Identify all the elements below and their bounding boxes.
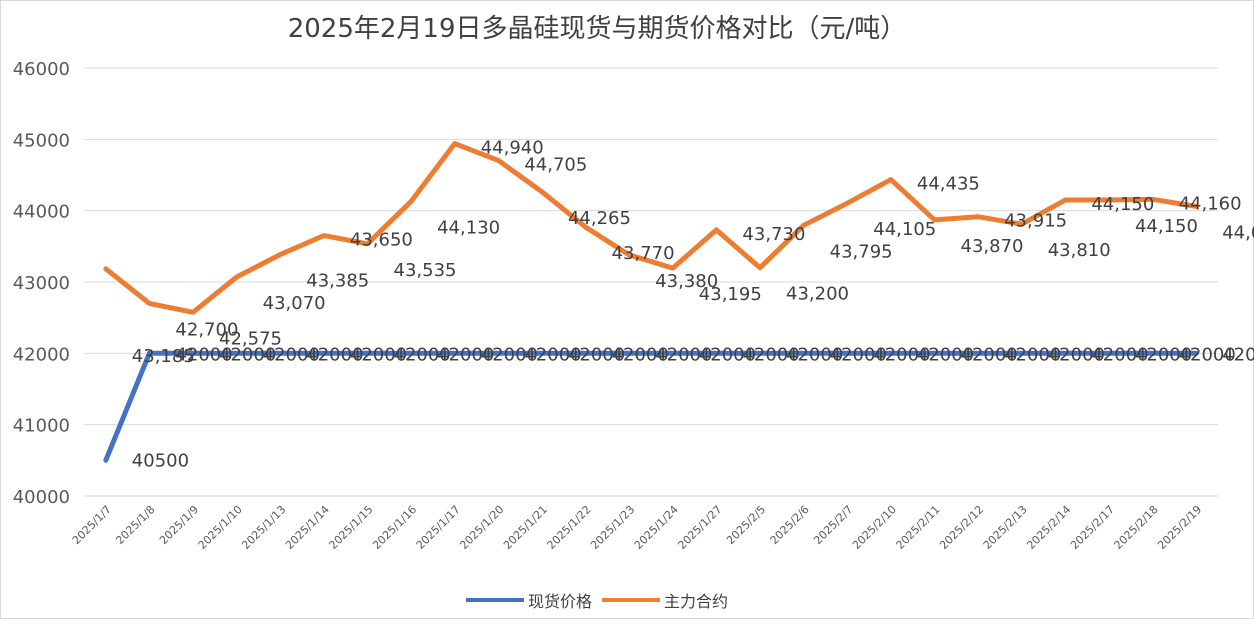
x-tick-label-18: 2025/2/10 <box>850 503 899 552</box>
x-tick-label-5: 2025/1/14 <box>283 503 332 552</box>
data-label-s0-14: 42000 <box>742 344 799 365</box>
data-label-s1-5: 43,650 <box>350 230 413 251</box>
data-label-s1-18: 44,435 <box>917 174 980 195</box>
data-label-s0-0: 40500 <box>132 450 189 471</box>
data-label-s1-25: 44,060 <box>1222 222 1254 243</box>
legend-swatch-futures <box>602 598 660 602</box>
data-label-s0-3: 42000 <box>263 344 320 365</box>
legend-item-spot: 现货价格 <box>465 588 592 612</box>
data-label-s0-1: 42000 <box>175 344 232 365</box>
data-label-s1-0: 43,185 <box>132 346 195 367</box>
series-line-0 <box>103 350 1199 463</box>
data-label-s1-7: 44,130 <box>437 217 500 238</box>
x-tick-label-11: 2025/1/22 <box>545 503 594 552</box>
x-tick-label-15: 2025/2/5 <box>724 503 768 547</box>
y-tick-label-2: 42000 <box>13 344 70 365</box>
data-label-s0-24: 42000 <box>1179 344 1236 365</box>
series-line-1 <box>103 141 1199 315</box>
y-tick-label-3: 43000 <box>13 273 70 294</box>
data-label-s1-13: 43,195 <box>699 284 762 305</box>
x-tick-label-19: 2025/2/11 <box>894 503 943 552</box>
y-tick-label-0: 40000 <box>13 487 70 508</box>
data-label-s0-7: 42000 <box>437 344 494 365</box>
data-label-s1-16: 43,795 <box>830 241 893 262</box>
x-tick-label-8: 2025/1/17 <box>414 503 463 552</box>
x-tick-label-24: 2025/2/18 <box>1112 503 1161 552</box>
data-label-s1-9: 44,705 <box>524 154 587 175</box>
x-tick-label-20: 2025/2/12 <box>937 503 986 552</box>
data-label-s1-10: 44,265 <box>568 208 631 229</box>
data-label-s0-11: 42000 <box>612 344 669 365</box>
legend-label-spot: 现货价格 <box>527 592 592 611</box>
data-label-s0-5: 42000 <box>350 344 407 365</box>
data-label-s0-13: 42000 <box>699 344 756 365</box>
legend-label-futures: 主力合约 <box>664 592 729 611</box>
data-label-s1-8: 44,940 <box>481 138 544 159</box>
data-label-s0-20: 42000 <box>1004 344 1061 365</box>
data-label-s0-12: 42000 <box>655 344 712 365</box>
data-label-s0-6: 42000 <box>394 344 451 365</box>
data-label-s0-10: 42000 <box>568 344 625 365</box>
chart-title: 2025年2月19日多晶硅现货与期货价格对比（元/吨） <box>287 14 907 44</box>
x-tick-label-25: 2025/2/19 <box>1155 503 1204 552</box>
data-label-s0-17: 42000 <box>873 344 930 365</box>
x-tick-label-10: 2025/1/21 <box>501 503 550 552</box>
x-tick-label-9: 2025/1/20 <box>457 503 506 552</box>
data-label-s0-23: 42000 <box>1135 344 1192 365</box>
data-label-s1-1: 42,700 <box>175 319 238 340</box>
y-tick-label-6: 46000 <box>13 59 70 80</box>
data-label-s1-17: 44,105 <box>873 219 936 240</box>
data-label-s0-19: 42000 <box>961 344 1018 365</box>
x-tick-label-3: 2025/1/10 <box>196 503 245 552</box>
data-label-s1-14: 43,730 <box>742 224 805 245</box>
x-tick-label-4: 2025/1/13 <box>239 503 288 552</box>
data-label-s0-4: 42000 <box>306 344 363 365</box>
data-label-s1-3: 43,070 <box>263 293 326 314</box>
x-tick-label-1: 2025/1/8 <box>113 503 157 547</box>
data-label-s1-24: 44,160 <box>1179 193 1242 214</box>
x-tick-label-2: 2025/1/9 <box>157 503 201 547</box>
data-label-s0-8: 42000 <box>481 344 538 365</box>
data-label-s0-15: 42000 <box>786 344 843 365</box>
data-label-s1-2: 42,575 <box>219 328 282 349</box>
data-label-s1-20: 43,915 <box>1004 211 1067 232</box>
x-tick-label-6: 2025/1/15 <box>327 503 376 552</box>
data-label-s1-19: 43,870 <box>961 236 1024 257</box>
x-tick-label-22: 2025/2/14 <box>1024 503 1073 552</box>
data-label-s1-22: 44,150 <box>1091 194 1154 215</box>
data-label-s1-11: 43,770 <box>612 243 675 264</box>
x-tick-label-21: 2025/2/13 <box>981 503 1030 552</box>
data-label-s0-18: 42000 <box>917 344 974 365</box>
legend: 现货价格 主力合约 <box>0 588 1194 612</box>
x-tick-label-12: 2025/1/23 <box>588 503 637 552</box>
data-label-s0-25: 42000 <box>1222 344 1254 365</box>
data-label-s1-23: 44,150 <box>1135 216 1198 237</box>
x-tick-label-7: 2025/1/16 <box>370 503 419 552</box>
data-label-s0-22: 42000 <box>1091 344 1148 365</box>
data-label-s1-6: 43,535 <box>394 260 457 281</box>
data-label-s0-2: 42000 <box>219 344 276 365</box>
data-label-s1-4: 43,385 <box>306 271 369 292</box>
legend-swatch-spot <box>465 598 524 602</box>
data-label-s0-21: 42000 <box>1048 344 1105 365</box>
x-tick-label-13: 2025/1/24 <box>632 503 681 552</box>
x-tick-label-16: 2025/2/6 <box>768 503 812 547</box>
x-tick-label-23: 2025/2/17 <box>1068 503 1117 552</box>
legend-item-futures: 主力合约 <box>602 588 728 612</box>
y-tick-label-4: 44000 <box>13 202 70 223</box>
y-tick-label-5: 45000 <box>13 130 70 151</box>
y-tick-label-1: 41000 <box>13 416 70 437</box>
x-tick-label-14: 2025/1/27 <box>675 503 724 552</box>
data-label-s0-16: 42000 <box>830 344 887 365</box>
x-tick-label-0: 2025/1/7 <box>70 503 114 547</box>
data-label-s1-21: 43,810 <box>1048 240 1111 261</box>
x-tick-label-17: 2025/2/7 <box>811 503 855 547</box>
data-label-s1-15: 43,200 <box>786 284 849 305</box>
data-label-s1-12: 43,380 <box>655 271 718 292</box>
data-label-s0-9: 42000 <box>524 344 581 365</box>
